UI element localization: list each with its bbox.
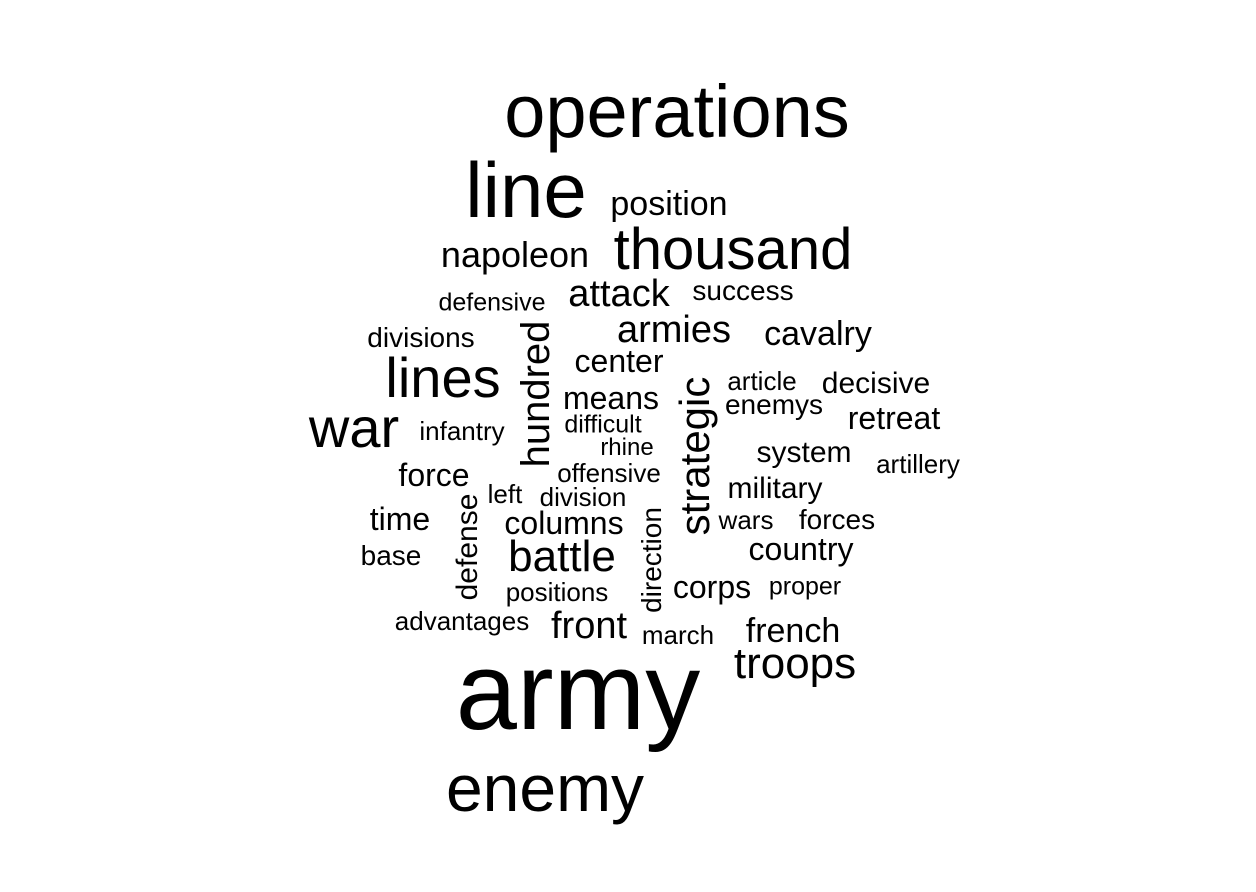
word-offensive: offensive: [557, 458, 661, 488]
word-enemy: enemy: [445, 751, 645, 825]
word-positions: positions: [505, 577, 609, 607]
word-direction: direction: [636, 507, 667, 613]
word-thousand: thousand: [613, 217, 853, 282]
word-decisive: decisive: [821, 367, 931, 400]
word-attack: attack: [568, 273, 670, 315]
word-force: force: [398, 457, 470, 493]
word-strategic: strategic: [671, 376, 718, 536]
word-operations: operations: [504, 70, 850, 153]
word-artillery: artillery: [876, 449, 960, 479]
word-advantages: advantages: [394, 606, 530, 636]
word-cavalry: cavalry: [764, 315, 872, 353]
word-lines: lines: [385, 346, 501, 409]
word-military: military: [727, 472, 823, 505]
word-war: war: [308, 396, 400, 459]
word-divisions: divisions: [367, 322, 475, 353]
word-troops: troops: [733, 639, 857, 688]
word-center: center: [574, 343, 664, 379]
word-position: position: [610, 185, 728, 223]
word-columns: columns: [504, 505, 624, 541]
word-system: system: [756, 436, 852, 469]
word-march: march: [641, 620, 715, 650]
word-difficult: difficult: [564, 410, 642, 439]
word-article: article: [727, 366, 797, 396]
word-division: division: [539, 482, 627, 512]
word-enemys: enemys: [724, 389, 824, 420]
word-army: army: [455, 630, 701, 753]
word-proper: proper: [768, 572, 842, 601]
word-line: line: [465, 146, 587, 234]
word-success: success: [692, 275, 794, 306]
word-corps: corps: [672, 569, 752, 605]
word-base: base: [360, 540, 422, 571]
word-defensive: defensive: [438, 288, 546, 317]
word-forces: forces: [798, 504, 876, 535]
word-front: front: [550, 605, 628, 647]
word-rhine: rhine: [600, 434, 654, 461]
word-battle: battle: [508, 532, 616, 581]
word-defense: defense: [451, 493, 484, 601]
word-country: country: [748, 531, 854, 567]
word-means: means: [562, 380, 660, 416]
word-time: time: [369, 501, 431, 537]
word-napoleon: napoleon: [440, 234, 590, 275]
word-french: french: [745, 612, 841, 650]
word-armies: armies: [616, 309, 732, 351]
word-hundred: hundred: [514, 320, 558, 468]
word-retreat: retreat: [847, 400, 941, 436]
word-left: left: [487, 479, 523, 509]
word-infantry: infantry: [419, 416, 505, 446]
word-wars: wars: [718, 505, 774, 535]
